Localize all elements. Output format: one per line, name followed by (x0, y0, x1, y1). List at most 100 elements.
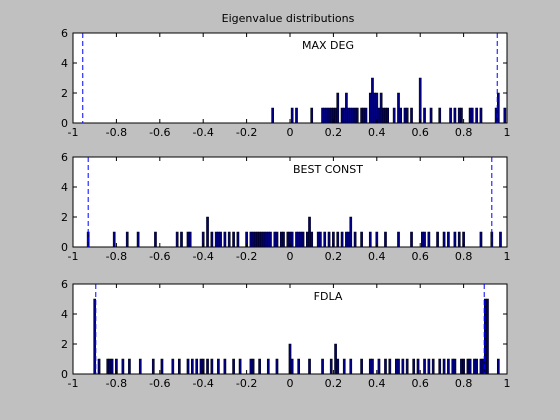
histogram-bar (262, 231, 266, 248)
histogram-bar (299, 231, 303, 248)
x-tick-label: -0.2 (236, 126, 257, 139)
x-tick-label: 0 (287, 126, 294, 139)
x-tick-label: -0.2 (236, 377, 257, 390)
histogram-bar (251, 358, 255, 375)
histogram-bar (108, 358, 112, 375)
histogram-bar (453, 231, 457, 248)
x-tick-label: 0.2 (325, 250, 343, 263)
histogram-bar (453, 358, 457, 375)
histogram-bar (486, 298, 489, 375)
histogram-bar (258, 358, 261, 375)
histogram-bar (249, 231, 253, 248)
histogram-bar (438, 107, 442, 124)
histogram-bar (282, 231, 285, 248)
histogram-bar (496, 358, 500, 375)
histogram-bar (321, 358, 324, 375)
x-tick-label: -0.6 (149, 250, 170, 263)
histogram-bar (397, 92, 400, 124)
x-tick-label: -0.4 (192, 126, 213, 139)
y-tick-label: 2 (61, 87, 68, 100)
x-tick-label: 0 (287, 377, 294, 390)
histogram-bar (316, 231, 320, 248)
y-tick-label: 4 (61, 308, 68, 321)
histogram-bar (329, 107, 333, 124)
histogram-bar (186, 358, 190, 375)
histogram-bar (188, 231, 192, 248)
histogram-bar (138, 358, 142, 375)
histogram-bar (438, 358, 442, 375)
histogram-bar (199, 358, 203, 375)
histogram-bar (416, 358, 420, 375)
histogram-bar (121, 358, 125, 375)
histogram-bar (301, 231, 305, 248)
histogram-bar (223, 231, 227, 248)
histogram-bar (423, 107, 426, 124)
histogram-bar (384, 107, 387, 124)
histogram-bar (310, 231, 314, 248)
histogram-bar (295, 231, 298, 248)
histogram-bar (308, 216, 311, 248)
histogram-bar (351, 107, 355, 124)
histogram-bar (371, 358, 374, 375)
histogram-bar (447, 231, 450, 248)
histogram-bar (384, 231, 387, 248)
x-tick-label: 0.4 (368, 377, 386, 390)
histogram-bar (290, 358, 294, 375)
histogram-bar (429, 107, 433, 124)
histogram-bar (112, 231, 116, 248)
histogram-bar (421, 231, 424, 248)
x-tick-label: 0.8 (455, 250, 473, 263)
histogram-bar (342, 358, 346, 375)
histogram-bar (329, 358, 333, 375)
y-tick-label: 0 (61, 368, 68, 381)
histogram-bar (431, 358, 435, 375)
histogram-bar (336, 358, 340, 375)
x-tick-label: 1 (504, 377, 511, 390)
histogram-bar (266, 231, 270, 248)
histogram-bar (388, 358, 392, 375)
histogram-bar (219, 231, 222, 248)
histogram-bar (384, 358, 387, 375)
histogram-bar (290, 231, 294, 248)
histogram-bar (308, 358, 311, 375)
y-tick-label: 4 (61, 181, 68, 194)
y-tick-label: 0 (61, 117, 68, 130)
y-tick-label: 2 (61, 338, 68, 351)
histogram-bar (360, 107, 363, 124)
histogram-bar (503, 107, 507, 124)
histogram-bar (442, 231, 446, 248)
histogram-bar (399, 107, 402, 124)
histogram-bar (423, 358, 426, 375)
histogram-bar (347, 231, 350, 248)
histogram-bar (368, 92, 372, 124)
histogram-bar (368, 231, 372, 248)
histogram-bar (379, 92, 383, 124)
x-tick-label: -0.6 (149, 126, 170, 139)
histogram-bar (401, 358, 405, 375)
histogram-bar (273, 231, 277, 248)
y-tick-label: 6 (61, 278, 68, 291)
x-tick-label: -0.8 (106, 250, 127, 263)
x-tick-label: 0.8 (455, 126, 473, 139)
histogram-bar (286, 231, 290, 248)
x-tick-label: -0.8 (106, 377, 127, 390)
figure-title: Eigenvalue distributions (222, 12, 355, 25)
histogram-bar (340, 107, 344, 124)
histogram-bar (210, 358, 214, 375)
histogram-bar (269, 231, 272, 248)
histogram-bar (232, 358, 235, 375)
histogram-bar (479, 107, 483, 124)
x-tick-label: 0.6 (411, 126, 429, 139)
histogram-bar (323, 107, 327, 124)
histogram-bar (136, 231, 140, 248)
histogram-bar (180, 231, 183, 248)
x-tick-label: 0.2 (325, 126, 343, 139)
x-tick-label: 0.4 (368, 250, 386, 263)
histogram-bar (223, 358, 227, 375)
histogram-bar (403, 107, 407, 124)
histogram-bar (460, 107, 463, 124)
histogram-bar (125, 231, 129, 248)
histogram-bar (336, 92, 340, 124)
histogram-bar (319, 231, 322, 248)
histogram-bar (457, 107, 461, 124)
